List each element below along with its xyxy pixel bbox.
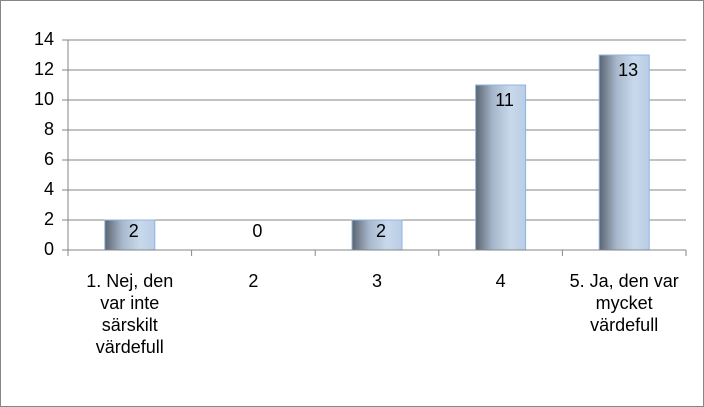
y-tick-label: 6: [44, 149, 54, 169]
y-tick-label: 10: [34, 89, 54, 109]
data-label: 2: [376, 221, 386, 241]
y-tick-label: 2: [44, 209, 54, 229]
y-tick-label: 0: [44, 239, 54, 259]
bar: [598, 54, 650, 251]
bar: [351, 219, 403, 251]
x-tick-label: 3: [371, 271, 382, 291]
data-label: 0: [252, 221, 262, 241]
y-tick-label: 14: [34, 29, 54, 49]
y-tick-label: 12: [34, 59, 54, 79]
y-tick-label: 8: [44, 119, 54, 139]
bar: [104, 219, 156, 251]
x-tick-label: 1. Nej, den var inte särskilt värdefull: [86, 271, 174, 357]
x-tick-label: 4: [495, 271, 506, 291]
x-tick-label: 2: [248, 271, 259, 291]
data-label: 11: [495, 90, 514, 110]
y-tick-label: 4: [44, 179, 54, 199]
x-tick-label: 5. Ja, den var mycket värdefull: [569, 271, 679, 335]
bar: [475, 84, 527, 251]
data-label: 13: [618, 60, 638, 80]
data-label: 2: [129, 221, 139, 241]
